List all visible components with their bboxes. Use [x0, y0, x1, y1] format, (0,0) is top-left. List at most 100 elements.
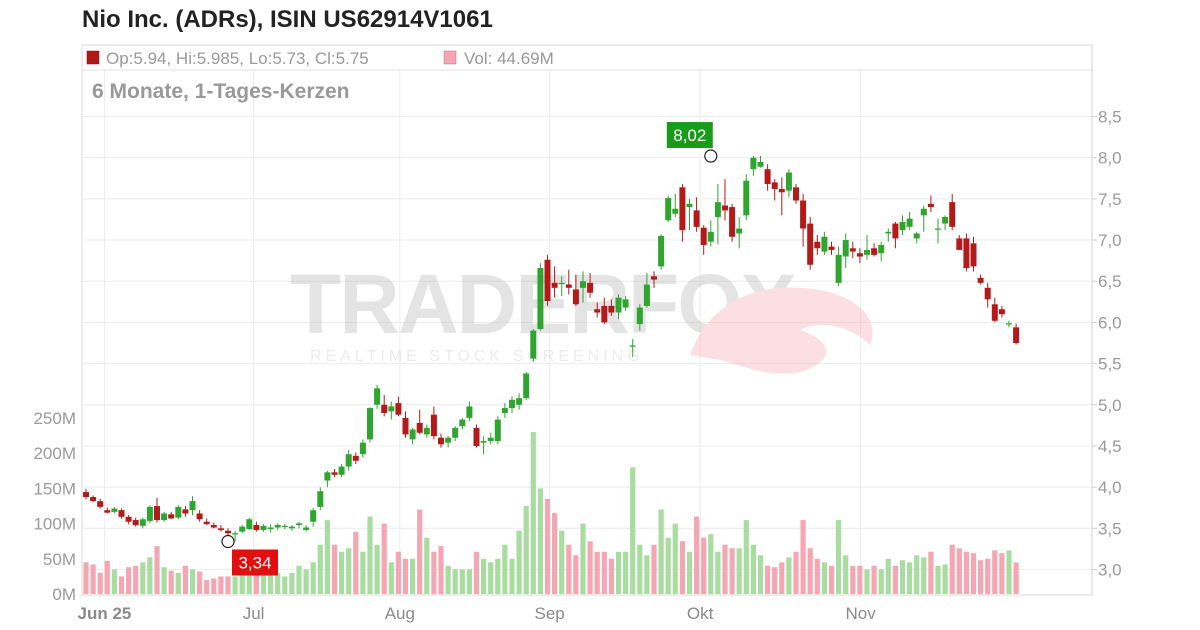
- volume-bar-20: [225, 576, 231, 594]
- volume-bar-108: [850, 565, 856, 594]
- volume-tick-label-5: 250M: [33, 409, 76, 428]
- month-label-4: Okt: [687, 604, 714, 623]
- candle-body-95: [757, 161, 764, 167]
- candle-body-54: [466, 406, 473, 418]
- price-tick-label-5: 5,5: [1098, 355, 1122, 374]
- candle-body-78: [636, 307, 643, 325]
- volume-bar-118: [921, 557, 927, 594]
- volume-bar-37: [346, 548, 352, 594]
- price-tick-label-8: 7,0: [1098, 231, 1122, 250]
- volume-bar-100: [793, 551, 799, 594]
- volume-bar-33: [317, 544, 323, 594]
- candle-body-81: [658, 235, 665, 267]
- legend: Op:5.94, Hi:5.985, Lo:5.73, Cl:5.75 Vol:…: [86, 49, 554, 68]
- volume-bar-50: [438, 546, 444, 594]
- candle-body-83: [672, 208, 679, 214]
- fox-icon: [690, 287, 873, 374]
- price-axis-ticks: 3,0 3,5 4,0 4,5 5,0 5,5 6,0 6,5 7,0 7,5 8,0 8,5: [1092, 108, 1122, 580]
- candle-body-101: [800, 200, 807, 229]
- candle-body-85: [686, 203, 693, 208]
- chart-period-subtitle: 6 Monate, 1-Tages-Kerzen: [92, 80, 350, 103]
- volume-bar-62: [523, 506, 529, 594]
- volume-bar-69: [573, 555, 579, 594]
- candle-body-96: [764, 169, 771, 185]
- candle-body-46: [409, 429, 416, 440]
- candle-body-107: [842, 240, 849, 257]
- candle-body-24: [253, 525, 260, 530]
- volume-bar-78: [637, 544, 643, 594]
- volume-bar-75: [615, 551, 622, 594]
- volume-bar-116: [907, 562, 913, 594]
- volume-bar-105: [828, 565, 835, 594]
- candle-body-48: [423, 427, 430, 435]
- volume-tick-label-2: 100M: [33, 515, 76, 534]
- volume-bar-6: [126, 567, 132, 594]
- candle-body-91: [729, 207, 736, 237]
- candle-body-106: [835, 254, 842, 283]
- volume-bar-3: [104, 560, 110, 594]
- annotation-badge-1: [232, 549, 278, 576]
- volume-bar-68: [566, 544, 572, 594]
- volume-bar-63: [530, 432, 536, 594]
- month-label-5: Nov: [845, 604, 876, 623]
- annotation-label-0: 8,02: [673, 126, 706, 145]
- candle-body-98: [778, 188, 785, 193]
- candle-body-21: [232, 533, 239, 535]
- candle-body-129: [998, 309, 1005, 315]
- volume-bar-72: [594, 551, 600, 594]
- volume-bar-36: [339, 551, 345, 594]
- candle-body-9: [146, 506, 153, 521]
- candle-body-22: [239, 526, 246, 532]
- volume-bar-52: [452, 569, 458, 594]
- price-tick-label-6: 6,0: [1098, 313, 1122, 332]
- candle-body-80: [651, 276, 657, 280]
- volume-bar-122: [949, 544, 955, 594]
- volume-bar-80: [651, 544, 657, 594]
- candle-body-60: [509, 399, 515, 409]
- candle-body-118: [920, 208, 927, 216]
- candle-body-100: [793, 187, 799, 201]
- volume-bar-77: [630, 467, 636, 594]
- candle-body-8: [139, 519, 146, 526]
- volume-bar-58: [495, 558, 501, 594]
- candle-body-111: [871, 248, 878, 255]
- volume-bar-119: [928, 551, 934, 594]
- candle-body-126: [977, 277, 984, 283]
- volume-bar-24: [253, 572, 259, 594]
- price-tick-label-9: 7,5: [1098, 190, 1122, 209]
- volume-bar-59: [502, 544, 508, 594]
- volume-bar-16: [197, 571, 203, 594]
- volume-bar-123: [956, 548, 962, 594]
- volume-bar-90: [722, 544, 728, 594]
- candle-body-29: [288, 526, 295, 529]
- volume-bar-15: [189, 569, 196, 594]
- candle-body-77: [629, 345, 636, 347]
- candle-body-74: [608, 305, 615, 313]
- volume-bar-114: [892, 565, 898, 594]
- candle-body-42: [381, 404, 388, 414]
- volume-bar-86: [694, 516, 700, 594]
- volume-bar-23: [246, 569, 252, 594]
- candle-body-19: [217, 528, 224, 530]
- candle-body-67: [558, 282, 565, 285]
- candle-body-97: [771, 182, 778, 189]
- volume-bar-115: [899, 560, 906, 594]
- volume-bar-61: [516, 530, 522, 594]
- candle-body-15: [189, 501, 196, 511]
- candle-body-61: [516, 398, 523, 405]
- volume-bar-127: [985, 558, 991, 594]
- volume-bar-35: [331, 544, 338, 594]
- candle-body-4: [111, 508, 118, 512]
- volume-bar-48: [424, 537, 430, 594]
- volume-bar-79: [644, 555, 650, 594]
- candle-body-52: [452, 427, 459, 438]
- month-label-2: Aug: [385, 604, 415, 623]
- candle-body-115: [899, 221, 906, 231]
- month-label-1: Jul: [243, 604, 265, 623]
- volume-bar-101: [800, 520, 806, 594]
- candle-body-71: [587, 282, 594, 293]
- candle-body-79: [643, 284, 650, 306]
- volume-bar-39: [360, 551, 366, 594]
- candle-body-26: [267, 527, 274, 530]
- candle-body-40: [367, 408, 373, 440]
